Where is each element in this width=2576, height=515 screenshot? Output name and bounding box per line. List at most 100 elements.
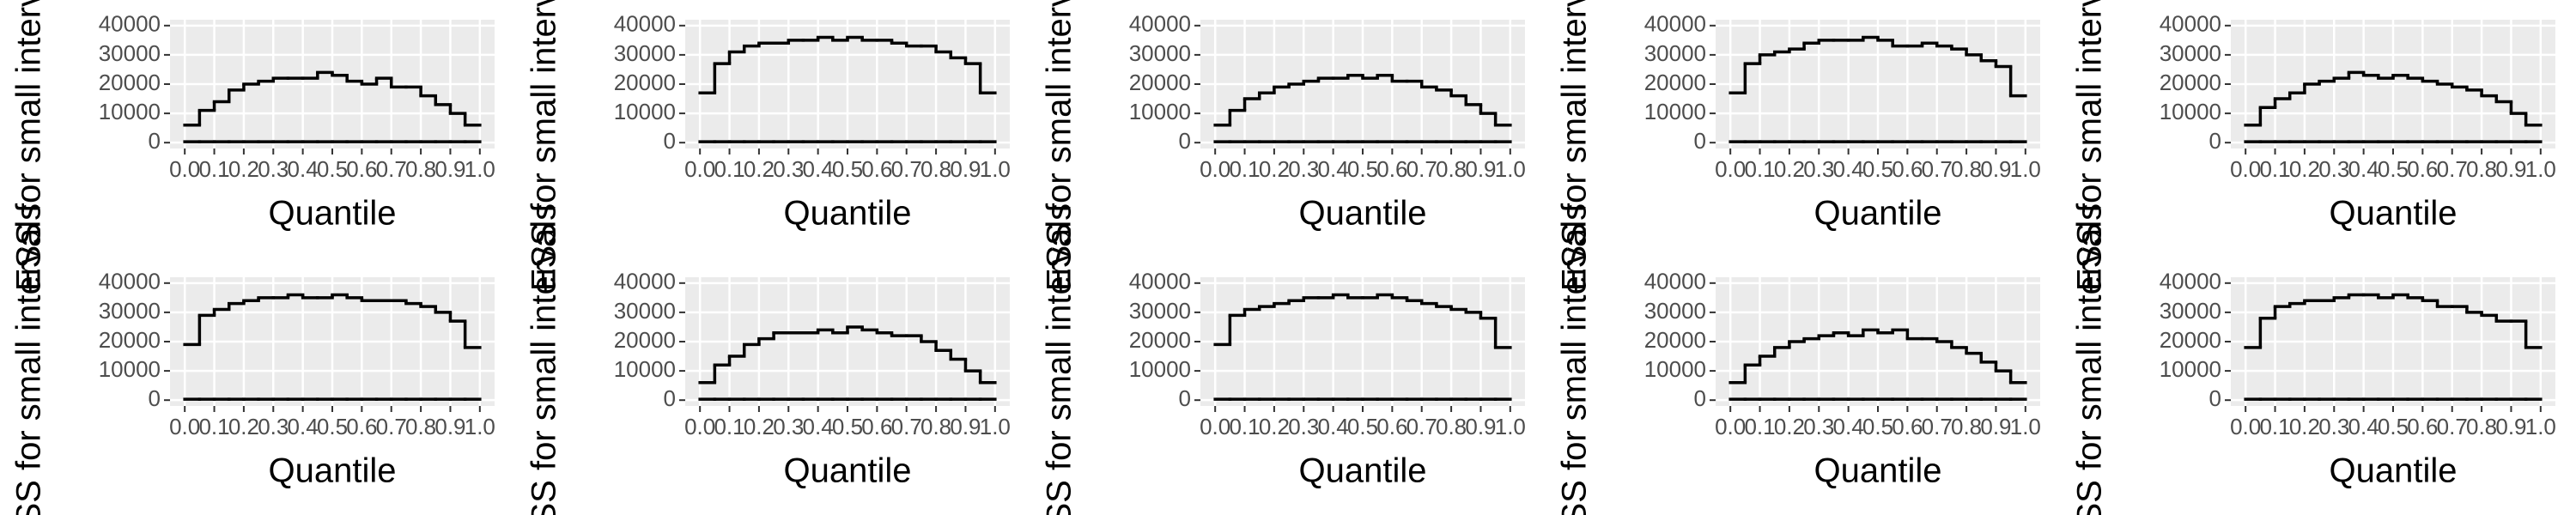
x-tick-label: 0.0 bbox=[684, 414, 715, 439]
x-tick-label: 0.1 bbox=[1229, 156, 1260, 182]
x-tick-label: 0.0 bbox=[169, 414, 200, 439]
x-tick-label: 0.7 bbox=[1922, 414, 1953, 439]
y-tick-label: 20000 bbox=[1644, 327, 1706, 353]
x-tick-label: 0.4 bbox=[803, 156, 834, 182]
x-tick-label: 1.0 bbox=[1495, 156, 1526, 182]
x-tick-label: 0.1 bbox=[2259, 156, 2290, 182]
x-tick-label: 0.1 bbox=[198, 156, 229, 182]
y-tick-label: 30000 bbox=[99, 40, 161, 66]
x-axis-title: Quantile bbox=[2330, 195, 2458, 233]
x-tick-label: 0.2 bbox=[228, 156, 259, 182]
y-axis-title: ESS for small intervals bbox=[1556, 203, 1594, 515]
y-axis-title: ESS for small intervals bbox=[1041, 0, 1078, 291]
x-tick-label: 0.5 bbox=[1347, 156, 1378, 182]
x-tick-label: 0.6 bbox=[2407, 156, 2438, 182]
x-tick-label: 1.0 bbox=[980, 156, 1011, 182]
y-tick-label: 0 bbox=[664, 128, 676, 154]
x-tick-label: 0.1 bbox=[714, 156, 744, 182]
x-tick-label: 0.8 bbox=[2466, 414, 2497, 439]
y-axis-title: ESS for small intervals bbox=[526, 0, 563, 291]
x-tick-label: 0.4 bbox=[288, 156, 319, 182]
x-tick-label: 0.0 bbox=[1715, 156, 1746, 182]
x-tick-label: 0.3 bbox=[773, 414, 804, 439]
y-tick-label: 40000 bbox=[614, 269, 676, 294]
x-tick-label: 0.8 bbox=[405, 156, 436, 182]
x-tick-label: 0.0 bbox=[1200, 414, 1230, 439]
y-tick-label: 0 bbox=[2209, 385, 2221, 411]
x-tick-label: 1.0 bbox=[1495, 414, 1526, 439]
x-tick-label: 1.0 bbox=[465, 156, 495, 182]
x-tick-label: 0.2 bbox=[1259, 156, 1290, 182]
panel: 0100002000030000400000.00.10.20.30.40.50… bbox=[2071, 0, 2556, 291]
y-tick-label: 40000 bbox=[1129, 269, 1191, 294]
panel: 0100002000030000400000.00.10.20.30.40.50… bbox=[526, 203, 1011, 515]
x-tick-label: 1.0 bbox=[465, 414, 495, 439]
y-tick-label: 0 bbox=[1694, 128, 1706, 154]
y-tick-label: 30000 bbox=[2160, 298, 2221, 324]
x-axis-title: Quantile bbox=[2330, 452, 2458, 490]
x-tick-label: 0.3 bbox=[1803, 156, 1834, 182]
x-tick-label: 0.2 bbox=[1774, 156, 1805, 182]
x-tick-label: 0.8 bbox=[1436, 414, 1467, 439]
x-axis-title: Quantile bbox=[784, 195, 912, 233]
x-tick-label: 0.5 bbox=[2378, 414, 2409, 439]
x-tick-label: 0.5 bbox=[317, 156, 348, 182]
x-tick-label: 0.4 bbox=[1318, 156, 1349, 182]
y-tick-label: 30000 bbox=[614, 40, 676, 66]
x-tick-label: 0.0 bbox=[2230, 156, 2261, 182]
x-tick-label: 0.3 bbox=[2318, 156, 2349, 182]
x-axis-title: Quantile bbox=[269, 452, 397, 490]
y-tick-label: 30000 bbox=[1644, 298, 1706, 324]
x-tick-label: 0.1 bbox=[198, 414, 229, 439]
x-tick-label: 0.8 bbox=[1951, 414, 1982, 439]
y-tick-label: 10000 bbox=[2160, 99, 2221, 124]
x-tick-label: 0.9 bbox=[1465, 156, 1496, 182]
y-tick-label: 40000 bbox=[1644, 269, 1706, 294]
y-tick-label: 20000 bbox=[1129, 70, 1191, 95]
x-tick-label: 0.4 bbox=[803, 414, 834, 439]
x-tick-label: 0.6 bbox=[1376, 156, 1407, 182]
y-tick-label: 0 bbox=[149, 128, 161, 154]
x-tick-label: 0.0 bbox=[1715, 414, 1746, 439]
x-tick-label: 0.9 bbox=[2495, 414, 2526, 439]
x-axis-title: Quantile bbox=[1299, 452, 1427, 490]
x-tick-label: 0.8 bbox=[1436, 156, 1467, 182]
y-tick-label: 10000 bbox=[614, 356, 676, 382]
x-tick-label: 0.9 bbox=[1980, 414, 2011, 439]
x-tick-label: 0.5 bbox=[832, 414, 863, 439]
x-tick-label: 0.0 bbox=[684, 156, 715, 182]
y-axis-title: ESS for small intervals bbox=[1041, 203, 1078, 515]
y-tick-label: 30000 bbox=[614, 298, 676, 324]
x-tick-label: 0.9 bbox=[2495, 156, 2526, 182]
y-tick-label: 0 bbox=[149, 385, 161, 411]
y-tick-label: 40000 bbox=[1129, 11, 1191, 37]
y-tick-label: 10000 bbox=[1644, 356, 1706, 382]
y-tick-label: 40000 bbox=[2160, 11, 2221, 37]
x-axis-title: Quantile bbox=[269, 195, 397, 233]
y-tick-label: 30000 bbox=[99, 298, 161, 324]
x-tick-label: 0.4 bbox=[2348, 414, 2379, 439]
x-tick-label: 1.0 bbox=[2010, 156, 2041, 182]
x-tick-label: 0.8 bbox=[920, 156, 951, 182]
x-tick-label: 0.5 bbox=[1862, 414, 1893, 439]
x-tick-label: 0.1 bbox=[1744, 156, 1775, 182]
x-tick-label: 0.7 bbox=[376, 414, 407, 439]
panel: 0100002000030000400000.00.10.20.30.40.50… bbox=[1041, 203, 1526, 515]
x-tick-label: 0.9 bbox=[1465, 414, 1496, 439]
x-axis-title: Quantile bbox=[784, 452, 912, 490]
x-axis-title: Quantile bbox=[1814, 452, 1942, 490]
y-tick-label: 30000 bbox=[2160, 40, 2221, 66]
x-tick-label: 0.7 bbox=[2437, 156, 2468, 182]
y-tick-label: 0 bbox=[1694, 385, 1706, 411]
y-axis-title: ESS for small intervals bbox=[526, 203, 563, 515]
x-tick-label: 0.8 bbox=[405, 414, 436, 439]
y-tick-label: 40000 bbox=[99, 11, 161, 37]
x-tick-label: 1.0 bbox=[980, 414, 1011, 439]
y-tick-label: 40000 bbox=[99, 269, 161, 294]
x-axis-title: Quantile bbox=[1299, 195, 1427, 233]
x-tick-label: 0.4 bbox=[1318, 414, 1349, 439]
x-tick-label: 0.8 bbox=[2466, 156, 2497, 182]
x-tick-label: 0.3 bbox=[2318, 414, 2349, 439]
x-tick-label: 0.5 bbox=[832, 156, 863, 182]
x-tick-label: 0.4 bbox=[1833, 414, 1864, 439]
